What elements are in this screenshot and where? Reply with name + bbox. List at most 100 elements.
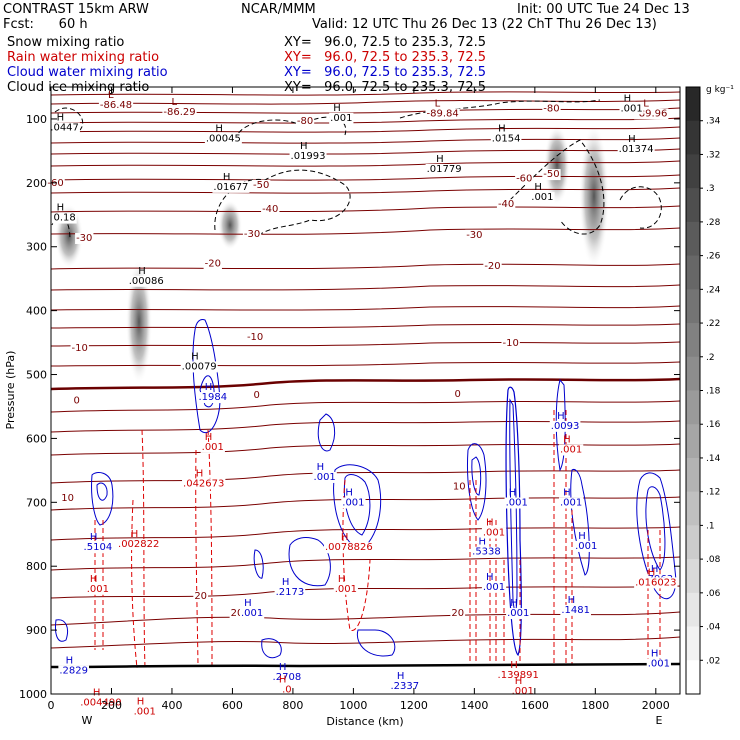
cloud-ice-contour-5 — [509, 139, 605, 235]
isotherm-label: -50 — [543, 169, 559, 180]
isotherm-label-bg — [203, 258, 222, 270]
cloud-water-contour-6 — [333, 464, 382, 551]
cloud-water-high-label-bg — [389, 680, 421, 692]
snow-plume-5 — [579, 124, 609, 268]
isotherm-label: -10 — [247, 332, 263, 343]
snow-ice-high-label: .01779 — [427, 164, 462, 175]
rain-water-high-label-marker: H — [131, 529, 139, 540]
snow-ice-high-label-bg — [530, 192, 555, 204]
isotherm-minus20 — [51, 263, 680, 270]
isotherm-zero — [51, 377, 680, 391]
isotherm-label: -20 — [484, 261, 500, 272]
isotherm-minus70c — [51, 126, 680, 133]
rain-water-high-label-bg — [182, 478, 226, 490]
colorbar-tick-label: .24 — [706, 285, 721, 295]
isotherm-label-bg — [229, 608, 245, 620]
rain-water-high-label: .001 — [134, 706, 156, 717]
colorbar-swatch — [686, 491, 700, 526]
cloud-water-high-label: .0093 — [551, 421, 580, 432]
snow-ice-high-label-bg — [127, 275, 165, 287]
cloud-water-high-label-bg — [312, 471, 337, 483]
isotherm-minus30 — [51, 227, 680, 235]
isotherm-plus10b — [51, 496, 680, 511]
snow-ice-high-label-marker: H — [628, 134, 636, 145]
isotherm-label: -60 — [47, 178, 63, 189]
isotherm-label: 10 — [61, 493, 74, 504]
cloud-water-high-label-bg — [82, 542, 114, 554]
isotherm-label-bg — [465, 229, 484, 241]
colorbar-tick-label: .06 — [706, 589, 721, 599]
colorbar-tick-label: .16 — [706, 420, 721, 430]
field-xy-cloud-water: XY= 96.0, 72.5 to 235.3, 72.5 — [284, 65, 487, 80]
rain-water-high-label-marker: H — [90, 574, 98, 585]
colorbar-tick-label: .28 — [706, 218, 721, 228]
snow-ice-high-label-marker: H — [57, 112, 65, 123]
y-tick-label: 500 — [26, 369, 47, 382]
y-axis-title: Pressure (hPa) — [4, 351, 17, 430]
low-label-bg — [162, 107, 197, 119]
field-label-cloud-water: Cloud water mixing ratio — [7, 65, 168, 80]
low-label-bg — [425, 108, 460, 120]
snow-ice-high-label-marker: H — [534, 182, 542, 193]
colorbar-tick-label: .32 — [706, 150, 720, 160]
cloud-water-high-label: .2337 — [390, 681, 419, 692]
rain-water-high-label-marker: H — [486, 518, 494, 529]
snow-ice-high-label-marker: H — [498, 123, 506, 134]
isotherm-label-bg — [193, 590, 209, 602]
isotherm-label-bg — [70, 342, 89, 354]
rain-water-high-label-marker: H — [338, 574, 346, 585]
cloud-ice-contours — [51, 99, 662, 241]
field-label-rain: Rain water mixing ratio — [7, 50, 160, 65]
colorbar-swatch — [686, 356, 700, 391]
valid-time: Valid: 12 UTC Thu 26 Dec 13 (22 ChT Thu … — [312, 17, 657, 32]
y-tick-label: 700 — [26, 496, 47, 509]
cloud-water-high-label: .001 — [241, 608, 263, 619]
isotherm-label-bg — [450, 608, 466, 620]
snow-ice-high-label-bg — [490, 133, 522, 145]
isotherm-label-bg — [60, 493, 75, 505]
colorbar-tick-label: .12 — [706, 488, 720, 498]
isotherm-plus10a — [51, 469, 680, 484]
cloud-water-contour-4 — [96, 482, 108, 501]
rain-water-high-label-bg — [510, 686, 535, 697]
isotherm-label-bg — [261, 204, 280, 216]
cloud-water-contour-3 — [91, 472, 114, 526]
cloud-water-contour-17 — [555, 378, 566, 472]
isotherm-label-bg — [542, 103, 561, 115]
isotherm-label-bg — [251, 179, 271, 191]
colorbar-swatch — [686, 87, 700, 122]
cloud-ice-contour-6 — [619, 186, 662, 229]
colorbar-tick-label: .26 — [706, 252, 721, 262]
cloud-water-high-label-marker: H — [509, 488, 517, 499]
snow-ice-high-label-marker: H — [624, 93, 632, 104]
low-label-marker: L — [108, 90, 114, 101]
rain-water-high-label-marker: H — [515, 676, 523, 687]
snow-ice-high-label: .01374 — [619, 144, 654, 155]
cloud-ice-contour-1 — [54, 107, 83, 131]
colorbar-swatch — [686, 188, 700, 223]
isotherm-label: -30 — [466, 230, 482, 241]
snow-ice-high-label: .001 — [620, 103, 642, 114]
cloud-water-high-label-bg — [574, 540, 599, 552]
cloud-water-contour-13 — [467, 443, 487, 521]
isotherm-label: -40 — [498, 199, 514, 210]
cloud-water-high-label: .001 — [506, 498, 528, 509]
cloud-water-high-label-marker: H — [568, 595, 576, 606]
isotherm-label: -50 — [253, 180, 269, 191]
field-xy-snow: XY= 96.0, 72.5 to 235.3, 72.5 — [284, 35, 487, 50]
rain-water-high-label-bg — [324, 542, 374, 554]
snow-ice-high-label: .0447 — [50, 122, 79, 133]
snow-ice-high-label-bg — [204, 133, 242, 145]
rain-water-contour-5 — [342, 479, 371, 631]
colorbar-tick-label: .18 — [706, 387, 721, 397]
low-label-marker: L — [643, 98, 649, 109]
organization-label: NCAR/MMM — [241, 2, 316, 17]
cloud-water-high-label-marker: H — [563, 488, 571, 499]
cloud-water-high-label: .001 — [648, 659, 670, 670]
cloud-water-high-label: .2708 — [273, 672, 302, 683]
snow-ice-high-label: .0154 — [492, 133, 521, 144]
cloud-water-high-label-marker: H — [205, 382, 213, 393]
cloud-water-high-label-marker: H — [397, 671, 405, 682]
plot-frame — [50, 86, 681, 695]
